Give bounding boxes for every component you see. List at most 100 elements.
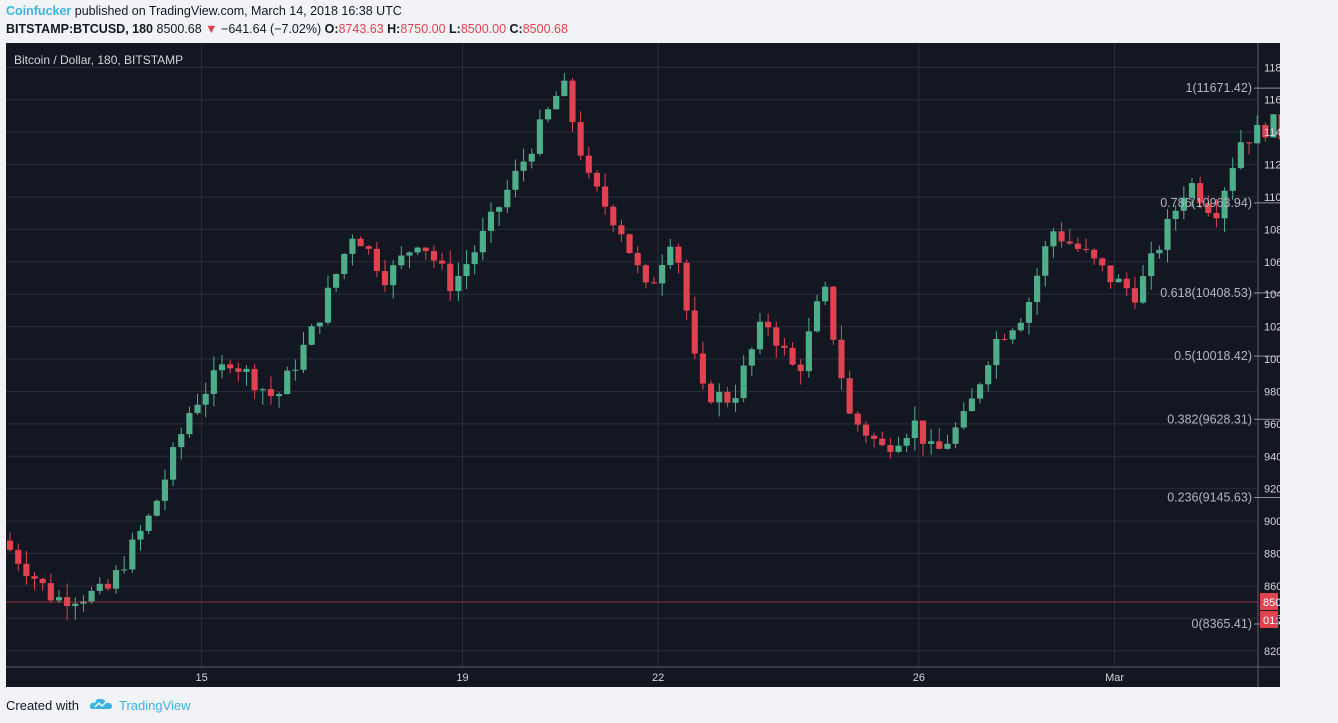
candle-up <box>928 441 935 444</box>
candle-up <box>316 322 323 327</box>
candle-up <box>284 370 291 395</box>
candle-down <box>854 413 861 425</box>
candle-down <box>1066 241 1073 244</box>
candle-down <box>846 378 853 414</box>
candle-up <box>895 445 902 452</box>
candle-up <box>406 252 413 256</box>
candle-down <box>1262 124 1269 138</box>
candle-down <box>585 155 592 173</box>
candle-down <box>1107 265 1114 283</box>
footer: Created with TradingView <box>6 697 191 714</box>
candle-up <box>333 274 340 288</box>
candle-down <box>1205 202 1212 214</box>
candle-up <box>479 230 486 253</box>
countdown-box <box>1260 611 1278 629</box>
candle-down <box>610 206 617 226</box>
candle-down <box>879 438 886 446</box>
series-title: Bitcoin / Dollar, 180, BITSTAMP <box>14 53 183 67</box>
candle-up <box>308 326 315 345</box>
candle-up <box>1229 168 1236 191</box>
candle-up <box>659 265 666 284</box>
candle-up <box>1172 210 1179 219</box>
candle-down <box>430 251 438 261</box>
candle-up <box>504 189 511 208</box>
price-tick-label: 10400.00 <box>1264 289 1280 301</box>
candle-up <box>822 286 829 302</box>
tradingview-link[interactable]: TradingView <box>118 698 191 713</box>
candle-down <box>235 368 242 372</box>
candle-up <box>903 437 910 446</box>
candle-down <box>781 345 788 348</box>
candle-up <box>1139 276 1147 303</box>
candle-up <box>1254 124 1261 144</box>
candle-down <box>871 435 878 439</box>
candle-down <box>936 441 943 449</box>
candle-down <box>830 286 837 340</box>
candle-up <box>153 500 160 516</box>
symbol-label: BITSTAMP:BTCUSD, 180 <box>6 22 154 36</box>
open-label: O: <box>324 22 339 36</box>
time-tick-label: 22 <box>652 672 664 684</box>
candle-up <box>952 427 959 444</box>
candle-down <box>642 265 649 283</box>
candle-up <box>944 443 951 449</box>
chart-area[interactable]: 1(11671.42) 0.786(10963.94) 0.618(10408.53… <box>6 43 1280 687</box>
candle-down <box>1197 183 1204 203</box>
fib-level-label: 0.5(10018.42) <box>1174 349 1252 363</box>
price-tick-label: 8600.00 <box>1264 581 1280 593</box>
candle-up <box>716 391 723 403</box>
candle-up <box>1221 190 1228 219</box>
price-tick-label: 11000.00 <box>1264 192 1280 204</box>
candle-down <box>862 424 870 436</box>
candle-down <box>15 549 22 564</box>
candle-up <box>1034 275 1041 302</box>
candle-up <box>993 338 1000 366</box>
current-price-label: 8500.68 <box>1263 597 1280 609</box>
candle-up <box>137 530 144 540</box>
candle-up <box>194 404 201 414</box>
candlestick-chart[interactable]: 1(11671.42) 0.786(10963.94) 0.618(10408.53… <box>6 43 1280 687</box>
time-tick-label: 19 <box>456 672 468 684</box>
candle-down <box>1099 258 1106 266</box>
candle-up <box>1042 246 1049 276</box>
created-with-label: Created with <box>6 698 79 713</box>
author-link[interactable]: Coinfucker <box>6 4 72 18</box>
candle-up <box>1017 322 1024 331</box>
fib-level-label: 0(8365.41) <box>1192 617 1252 631</box>
price-tick-label: 11400.00 <box>1264 127 1280 139</box>
candle-up <box>1270 114 1277 138</box>
price-tick-label: 9200.00 <box>1264 484 1280 496</box>
candle-up <box>976 384 984 399</box>
candle-down <box>1131 288 1138 303</box>
down-triangle-icon: ▼ <box>205 22 218 36</box>
candle-down <box>593 172 601 187</box>
candle-down <box>381 271 389 286</box>
candle-up <box>512 170 519 190</box>
candle-down <box>1213 213 1220 219</box>
candle-up <box>341 253 348 275</box>
candle-up <box>496 207 503 212</box>
candle-down <box>104 583 111 589</box>
candle-down <box>251 368 258 391</box>
candle-up <box>275 394 283 397</box>
candle-down <box>919 420 927 444</box>
candle-down <box>1123 278 1130 289</box>
candle-down <box>724 391 731 403</box>
high-value: 8750.00 <box>400 22 446 36</box>
candle-down <box>1082 248 1090 250</box>
high-label: H: <box>387 22 401 36</box>
candle-up <box>463 264 470 277</box>
candle-up <box>112 570 120 589</box>
open-value: 8743.63 <box>338 22 384 36</box>
price-tick-label: 10000.00 <box>1264 354 1280 366</box>
candle-up <box>161 479 169 501</box>
candle-down <box>626 234 633 253</box>
candle-down <box>797 364 804 372</box>
candle-up <box>218 364 226 371</box>
close-label: C: <box>509 22 523 36</box>
candle-up <box>178 434 185 448</box>
candle-down <box>838 339 845 379</box>
fib-level-label: 0.618(10408.53) <box>1160 286 1252 300</box>
candle-up <box>732 398 739 403</box>
candle-up <box>324 287 332 323</box>
